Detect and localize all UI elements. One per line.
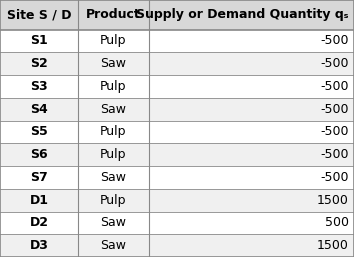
Text: S7: S7 xyxy=(30,171,48,184)
Bar xyxy=(0,234,354,257)
Bar xyxy=(0,212,354,234)
Text: 500: 500 xyxy=(325,216,349,230)
Text: -500: -500 xyxy=(320,34,349,48)
Text: Saw: Saw xyxy=(100,171,126,184)
Bar xyxy=(0,166,354,189)
Text: 1500: 1500 xyxy=(317,239,349,252)
Text: S1: S1 xyxy=(30,34,48,48)
Text: -500: -500 xyxy=(320,125,349,139)
Text: S6: S6 xyxy=(30,148,48,161)
Text: -500: -500 xyxy=(320,103,349,116)
Text: Supply or Demand Quantity qₛ: Supply or Demand Quantity qₛ xyxy=(136,8,349,21)
Text: Pulp: Pulp xyxy=(100,80,126,93)
Text: Saw: Saw xyxy=(100,216,126,230)
Text: Pulp: Pulp xyxy=(100,125,126,139)
Text: Saw: Saw xyxy=(100,103,126,116)
Text: -500: -500 xyxy=(320,171,349,184)
Text: Saw: Saw xyxy=(100,57,126,70)
Bar xyxy=(0,98,354,121)
Text: Saw: Saw xyxy=(100,239,126,252)
Text: Pulp: Pulp xyxy=(100,194,126,207)
Text: D2: D2 xyxy=(29,216,48,230)
Bar xyxy=(0,75,354,98)
Text: S3: S3 xyxy=(30,80,48,93)
Text: S2: S2 xyxy=(30,57,48,70)
Text: -500: -500 xyxy=(320,148,349,161)
Bar xyxy=(0,0,354,30)
Text: S5: S5 xyxy=(30,125,48,139)
Text: Product: Product xyxy=(86,8,141,21)
Bar xyxy=(0,52,354,75)
Text: Site S / D: Site S / D xyxy=(7,8,71,21)
Text: 1500: 1500 xyxy=(317,194,349,207)
Bar xyxy=(0,30,354,52)
Bar xyxy=(0,121,354,143)
Text: S4: S4 xyxy=(30,103,48,116)
Text: D3: D3 xyxy=(29,239,48,252)
Text: -500: -500 xyxy=(320,57,349,70)
Text: -500: -500 xyxy=(320,80,349,93)
Text: Pulp: Pulp xyxy=(100,34,126,48)
Bar xyxy=(0,189,354,212)
Text: Pulp: Pulp xyxy=(100,148,126,161)
Text: D1: D1 xyxy=(29,194,48,207)
Bar xyxy=(0,143,354,166)
